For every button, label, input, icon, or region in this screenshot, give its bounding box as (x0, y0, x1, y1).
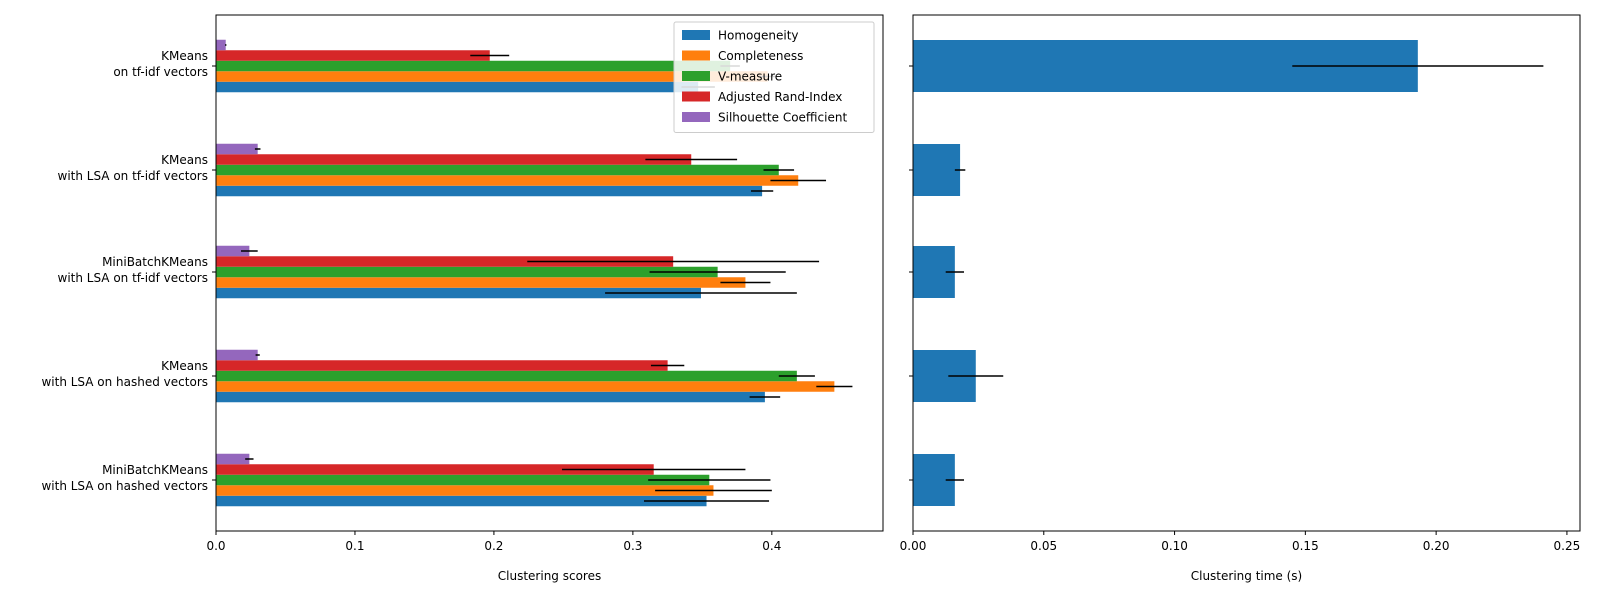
legend-swatch (682, 30, 710, 40)
y-tick-label: on tf-idf vectors (113, 65, 208, 79)
bar (216, 50, 490, 61)
x-tick-label: 0.20 (1423, 539, 1450, 553)
legend-label: Homogeneity (718, 29, 799, 43)
legend-label: V-measure (718, 70, 782, 84)
time-chart: 0.00 0.05 0.10 0.15 0.20 0.25 Clustering time … (900, 14, 1581, 583)
y-tick-label: with LSA on hashed vectors (41, 375, 208, 389)
legend-box (673, 21, 875, 133)
legend-label: Completeness (718, 49, 803, 63)
legend-swatch (682, 50, 710, 61)
x-axis-label: Clustering scores (498, 569, 601, 583)
legend-swatch (682, 112, 710, 122)
y-tick-label: KMeans (161, 49, 208, 63)
y-tick-label: MiniBatchKMeans (102, 255, 208, 269)
bar (216, 287, 701, 299)
bar (913, 144, 961, 196)
bar (216, 256, 674, 267)
bar (216, 360, 668, 371)
x-tick-label: 0.25 (1554, 539, 1581, 553)
bar (216, 245, 250, 257)
y-tick-label: KMeans (161, 153, 208, 167)
bar (216, 81, 699, 93)
bar (216, 71, 768, 82)
y-tick-label: with LSA on tf-idf vectors (58, 169, 209, 183)
y-tick-label: MiniBatchKMeans (102, 463, 208, 477)
bar (216, 175, 799, 186)
bar (216, 495, 707, 507)
bar (216, 266, 718, 278)
legend-label: Adjusted Rand-Index (718, 90, 842, 104)
x-tick-label: 0.05 (1030, 539, 1057, 553)
legend-swatch (682, 91, 710, 102)
bar (216, 453, 250, 465)
bar (216, 485, 714, 496)
y-tick-label: with LSA on hashed vectors (41, 479, 208, 493)
x-axis-label: Clustering time (s) (1191, 569, 1303, 583)
y-tick-label: with LSA on tf-idf vectors (58, 271, 209, 285)
x-tick-label: 0.15 (1292, 539, 1319, 553)
y-tick-label: KMeans (161, 359, 208, 373)
x-tick-label: 0.2 (484, 539, 503, 553)
bar (216, 154, 692, 165)
scores-chart: 0.0 0.1 0.2 0.3 0.4 KMeans on tf-idf vectors KM… (41, 14, 884, 583)
axes-frame (912, 14, 1581, 532)
x-tick-label: 0.00 (900, 539, 927, 553)
bar (216, 349, 258, 361)
bar (216, 39, 226, 51)
axes-frame (215, 14, 884, 532)
bar (216, 391, 765, 403)
bar (216, 474, 710, 486)
bar (216, 60, 731, 72)
legend-swatch (682, 71, 710, 81)
bar (216, 143, 258, 155)
bar (216, 277, 746, 288)
bar (216, 381, 835, 392)
bar (216, 464, 654, 475)
legend-label: Silhouette Coefficient (718, 111, 847, 125)
x-tick-label: 0.1 (345, 539, 364, 553)
bar (216, 164, 779, 176)
x-tick-label: 0.4 (762, 539, 781, 553)
x-tick-label: 0.0 (206, 539, 225, 553)
x-tick-label: 0.10 (1161, 539, 1188, 553)
bar (216, 185, 763, 197)
bar (216, 370, 797, 382)
x-tick-label: 0.3 (623, 539, 642, 553)
